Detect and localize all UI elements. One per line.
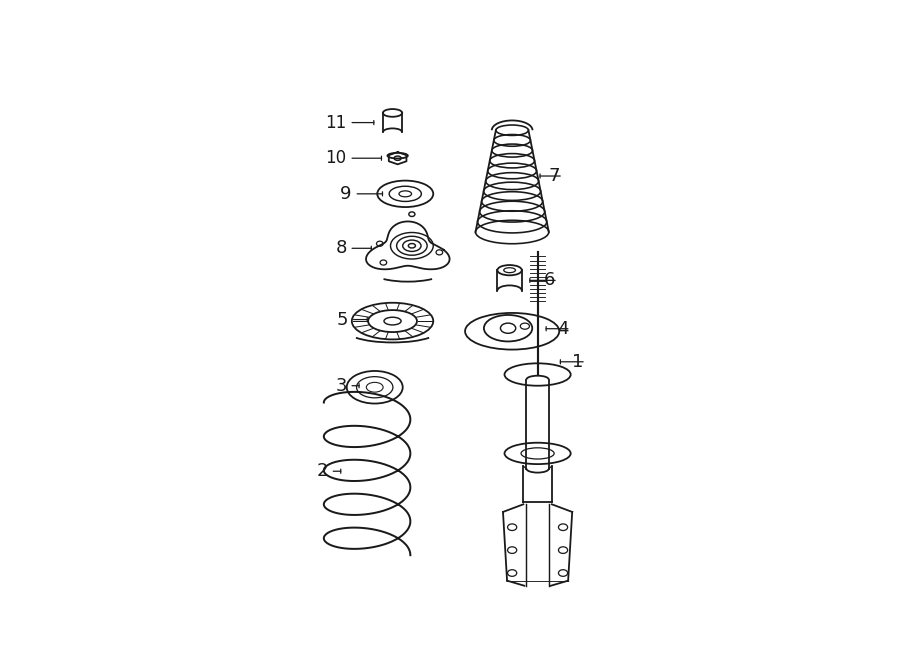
Text: 2: 2	[317, 462, 328, 481]
Text: 1: 1	[572, 353, 583, 371]
Text: 7: 7	[549, 167, 561, 185]
Text: 9: 9	[340, 185, 352, 203]
Text: 10: 10	[326, 149, 346, 167]
Text: 11: 11	[326, 114, 346, 132]
Text: 8: 8	[336, 239, 346, 257]
Text: 4: 4	[556, 320, 568, 338]
Text: 6: 6	[544, 272, 555, 290]
Text: 3: 3	[335, 377, 346, 395]
Text: 5: 5	[337, 311, 348, 329]
